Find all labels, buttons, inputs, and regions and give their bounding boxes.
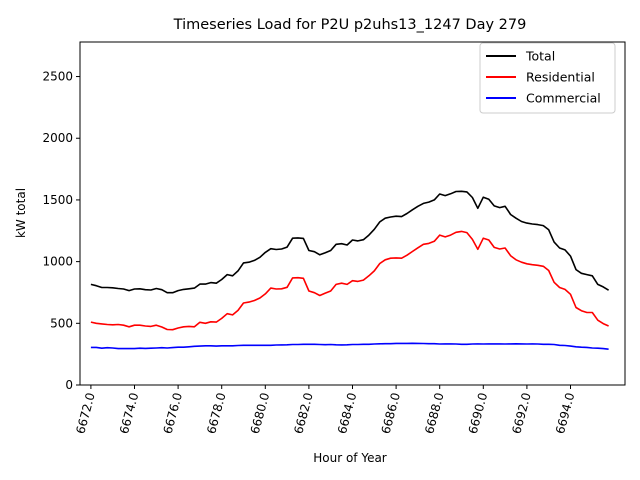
x-tick-label: 6676.0 bbox=[161, 391, 185, 435]
y-tick-label: 1500 bbox=[42, 193, 73, 207]
y-axis-label: kW total bbox=[14, 188, 28, 238]
y-tick-label: 2000 bbox=[42, 131, 73, 145]
legend-label-total: Total bbox=[525, 49, 555, 64]
series-line-residential bbox=[90, 230, 609, 331]
y-tick-label: 0 bbox=[65, 378, 73, 392]
x-tick-label: 6674.0 bbox=[117, 391, 141, 435]
legend-box bbox=[479, 42, 616, 114]
x-tick-label: 6692.0 bbox=[509, 391, 533, 435]
x-tick-label: 6680.0 bbox=[248, 391, 272, 435]
x-tick-label: 6682.0 bbox=[291, 391, 315, 435]
y-tick-label: 1000 bbox=[42, 255, 73, 269]
legend-entries: Total Residential Commercial bbox=[486, 49, 601, 106]
x-tick-label: 6686.0 bbox=[379, 391, 403, 435]
x-tick-label: 6684.0 bbox=[335, 391, 359, 435]
x-tick-label: 6690.0 bbox=[466, 391, 490, 435]
x-tick-label: 6688.0 bbox=[422, 391, 446, 435]
y-tick-label: 2500 bbox=[42, 70, 73, 84]
y-tick-label: 500 bbox=[50, 316, 73, 330]
legend-label-residential: Residential bbox=[526, 70, 595, 85]
legend: Total Residential Commercial bbox=[479, 42, 616, 114]
chart-title: Timeseries Load for P2U p2uhs13_1247 Day… bbox=[173, 17, 527, 33]
x-tick-label: 6678.0 bbox=[204, 391, 228, 435]
series-line-commercial bbox=[90, 342, 609, 350]
x-axis: 6672.0 6674.0 6676.0 6678.0 6680.0 6682.0 6684… bbox=[73, 385, 577, 435]
x-tick-label: 6694.0 bbox=[553, 391, 577, 435]
y-axis: 0 500 1000 1500 2000 2500 bbox=[42, 70, 80, 392]
x-tick-label: 6672.0 bbox=[73, 391, 97, 435]
legend-label-commercial: Commercial bbox=[526, 91, 601, 106]
series-line-total bbox=[90, 190, 610, 294]
series-lines bbox=[90, 190, 610, 350]
x-axis-label: Hour of Year bbox=[313, 451, 387, 465]
